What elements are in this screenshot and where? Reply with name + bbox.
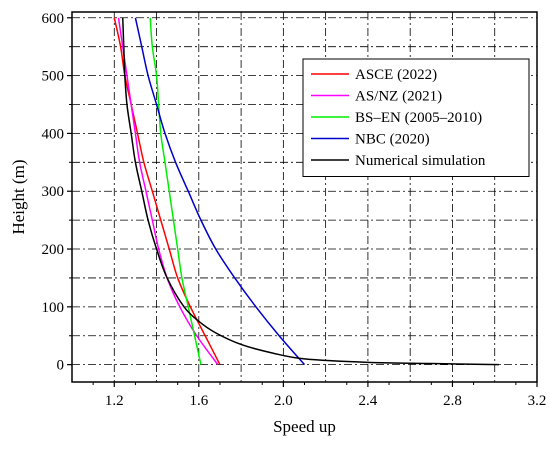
y-tick-label: 600 <box>42 11 65 27</box>
y-tick-label: 0 <box>57 358 65 374</box>
legend-label: NBC (2020) <box>355 132 430 148</box>
y-tick-label: 500 <box>42 69 65 85</box>
legend-label: ASCE (2022) <box>355 67 437 83</box>
legend-label: Numerical simulation <box>355 153 486 169</box>
series-layer <box>113 17 499 366</box>
legend-label: BS–EN (2005–2010) <box>355 110 482 126</box>
x-tick-label: 2.4 <box>359 393 378 409</box>
x-tick-label: 2.0 <box>274 393 293 409</box>
x-tick-label: 3.2 <box>528 393 547 409</box>
y-tick-label: 300 <box>42 184 65 200</box>
x-tick-label: 1.6 <box>189 393 208 409</box>
x-tick-label: 2.8 <box>443 393 462 409</box>
legend-label: AS/NZ (2021) <box>355 89 442 105</box>
x-tick-label: 1.2 <box>105 393 124 409</box>
y-axis-title: Height (m) <box>9 159 28 234</box>
y-tick-label: 400 <box>42 126 65 142</box>
series-line-5 <box>121 17 499 366</box>
y-tick-label: 100 <box>42 300 65 316</box>
series-line-3 <box>149 17 202 365</box>
x-axis-title: Speed up <box>273 417 336 436</box>
y-tick-label: 200 <box>42 242 65 258</box>
series-line-4 <box>134 17 306 366</box>
ticks: 1.2 1.6 2.0 2.4 2.8 3.2 0 100 200 300 400 500 600 <box>42 11 547 409</box>
series-line-2 <box>117 17 219 366</box>
legend: ASCE (2022) AS/NZ (2021) BS–EN (2005–2010)… <box>302 58 530 177</box>
